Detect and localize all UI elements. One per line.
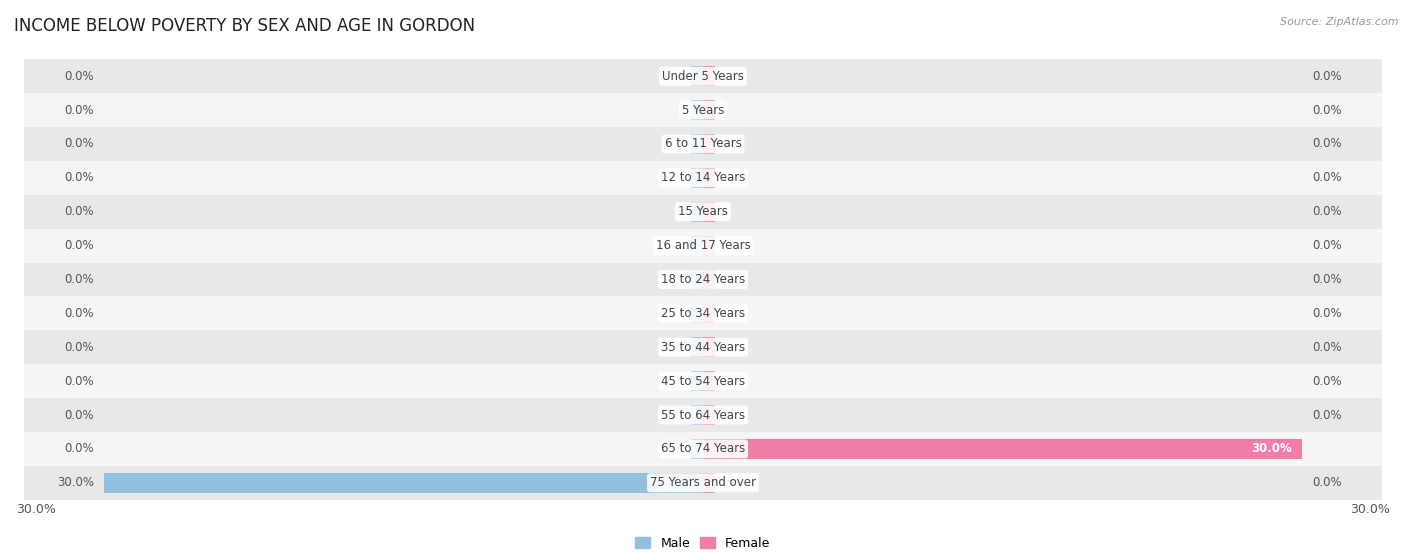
Bar: [703, 338, 716, 357]
Bar: [690, 439, 703, 459]
Text: 0.0%: 0.0%: [65, 70, 94, 83]
Text: 0.0%: 0.0%: [1312, 375, 1341, 387]
Text: 0.0%: 0.0%: [1312, 205, 1341, 218]
Text: 30.0%: 30.0%: [56, 476, 94, 489]
Text: 0.0%: 0.0%: [65, 442, 94, 456]
Text: 0.0%: 0.0%: [65, 273, 94, 286]
Text: 35 to 44 Years: 35 to 44 Years: [661, 341, 745, 354]
Bar: [690, 269, 703, 290]
Bar: [703, 473, 716, 492]
Bar: [690, 371, 703, 391]
Bar: [24, 296, 1382, 330]
Bar: [703, 67, 716, 86]
Bar: [24, 364, 1382, 398]
Text: 0.0%: 0.0%: [1312, 70, 1341, 83]
Text: 30.0%: 30.0%: [15, 503, 56, 516]
Bar: [703, 405, 716, 425]
Text: 45 to 54 Years: 45 to 54 Years: [661, 375, 745, 387]
Text: 0.0%: 0.0%: [65, 103, 94, 117]
Text: 0.0%: 0.0%: [1312, 307, 1341, 320]
Text: 25 to 34 Years: 25 to 34 Years: [661, 307, 745, 320]
Bar: [703, 269, 716, 290]
Bar: [690, 338, 703, 357]
Bar: [24, 59, 1382, 93]
Bar: [690, 304, 703, 323]
Bar: [703, 202, 716, 221]
Bar: [703, 134, 716, 154]
Text: 55 to 64 Years: 55 to 64 Years: [661, 409, 745, 421]
Bar: [703, 439, 1302, 459]
Bar: [24, 161, 1382, 195]
Bar: [24, 330, 1382, 364]
Bar: [24, 466, 1382, 500]
Text: 0.0%: 0.0%: [1312, 341, 1341, 354]
Text: 16 and 17 Years: 16 and 17 Years: [655, 239, 751, 252]
Text: 0.0%: 0.0%: [1312, 273, 1341, 286]
Bar: [104, 473, 703, 492]
Text: 0.0%: 0.0%: [65, 307, 94, 320]
Bar: [24, 127, 1382, 161]
Text: 0.0%: 0.0%: [1312, 138, 1341, 150]
Text: Source: ZipAtlas.com: Source: ZipAtlas.com: [1281, 17, 1399, 27]
Text: 0.0%: 0.0%: [65, 239, 94, 252]
Bar: [690, 236, 703, 255]
Text: INCOME BELOW POVERTY BY SEX AND AGE IN GORDON: INCOME BELOW POVERTY BY SEX AND AGE IN G…: [14, 17, 475, 35]
Text: 0.0%: 0.0%: [1312, 409, 1341, 421]
Text: 0.0%: 0.0%: [1312, 103, 1341, 117]
Text: 65 to 74 Years: 65 to 74 Years: [661, 442, 745, 456]
Text: 30.0%: 30.0%: [1350, 503, 1391, 516]
Bar: [703, 371, 716, 391]
Text: 0.0%: 0.0%: [1312, 476, 1341, 489]
Text: 5 Years: 5 Years: [682, 103, 724, 117]
Text: 18 to 24 Years: 18 to 24 Years: [661, 273, 745, 286]
Text: 75 Years and over: 75 Years and over: [650, 476, 756, 489]
Bar: [690, 67, 703, 86]
Bar: [690, 405, 703, 425]
Bar: [690, 202, 703, 221]
Text: 0.0%: 0.0%: [65, 409, 94, 421]
Text: 0.0%: 0.0%: [65, 341, 94, 354]
Text: 12 to 14 Years: 12 to 14 Years: [661, 172, 745, 184]
Legend: Male, Female: Male, Female: [630, 532, 776, 555]
Bar: [24, 263, 1382, 296]
Bar: [24, 195, 1382, 229]
Text: 0.0%: 0.0%: [65, 375, 94, 387]
Text: 0.0%: 0.0%: [65, 205, 94, 218]
Bar: [24, 229, 1382, 263]
Bar: [703, 236, 716, 255]
Text: 30.0%: 30.0%: [1251, 442, 1292, 456]
Text: 6 to 11 Years: 6 to 11 Years: [665, 138, 741, 150]
Text: 15 Years: 15 Years: [678, 205, 728, 218]
Bar: [24, 93, 1382, 127]
Text: 0.0%: 0.0%: [1312, 172, 1341, 184]
Bar: [703, 100, 716, 120]
Bar: [690, 134, 703, 154]
Text: Under 5 Years: Under 5 Years: [662, 70, 744, 83]
Bar: [703, 304, 716, 323]
Bar: [703, 168, 716, 188]
Text: 0.0%: 0.0%: [65, 172, 94, 184]
Text: 0.0%: 0.0%: [65, 138, 94, 150]
Text: 0.0%: 0.0%: [1312, 239, 1341, 252]
Bar: [24, 398, 1382, 432]
Bar: [690, 168, 703, 188]
Bar: [690, 100, 703, 120]
Bar: [24, 432, 1382, 466]
